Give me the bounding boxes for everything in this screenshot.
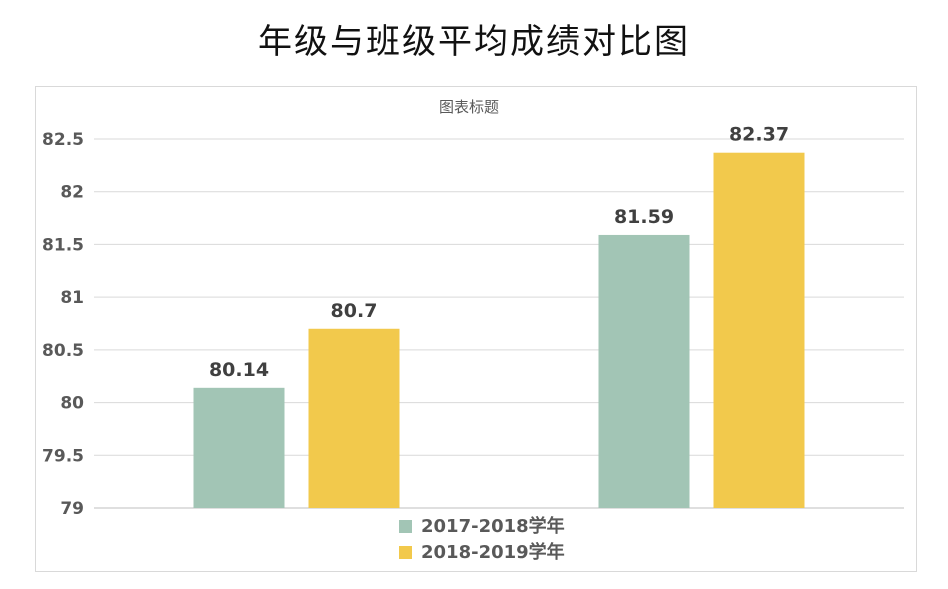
y-tick-label: 79.5	[42, 446, 84, 466]
y-tick-label: 80.5	[42, 341, 84, 361]
y-tick-label: 81.5	[42, 235, 84, 255]
legend: 2017-2018学年 2018-2019学年	[399, 515, 565, 563]
bars	[193, 152, 805, 508]
data-label: 80.7	[331, 300, 378, 322]
y-tick-label: 80	[60, 394, 84, 414]
y-tick-label: 81	[60, 288, 84, 308]
y-tick-label: 82.5	[42, 130, 84, 150]
y-tick-label: 82	[60, 183, 84, 203]
legend-swatch	[399, 520, 412, 533]
data-labels: 80.14 80.7 81.59 82.37	[209, 124, 789, 381]
data-label: 81.59	[614, 206, 674, 228]
legend-label: 2017-2018学年	[421, 515, 565, 537]
bar-series2-cat1	[308, 328, 400, 508]
chart-title: 图表标题	[439, 98, 499, 116]
data-label: 80.14	[209, 359, 269, 381]
data-label: 82.37	[729, 124, 789, 146]
page-title: 年级与班级平均成绩对比图	[258, 22, 690, 62]
y-axis-ticks: 79 79.5 80 80.5 81 81.5 82 82.5	[42, 130, 84, 519]
legend-label: 2018-2019学年	[421, 541, 565, 563]
legend-swatch	[399, 546, 412, 559]
y-tick-label: 79	[60, 499, 84, 519]
bar-series1-cat2	[598, 234, 690, 508]
bar-series2-cat2	[713, 152, 805, 508]
bar-series1-cat1	[193, 387, 285, 508]
